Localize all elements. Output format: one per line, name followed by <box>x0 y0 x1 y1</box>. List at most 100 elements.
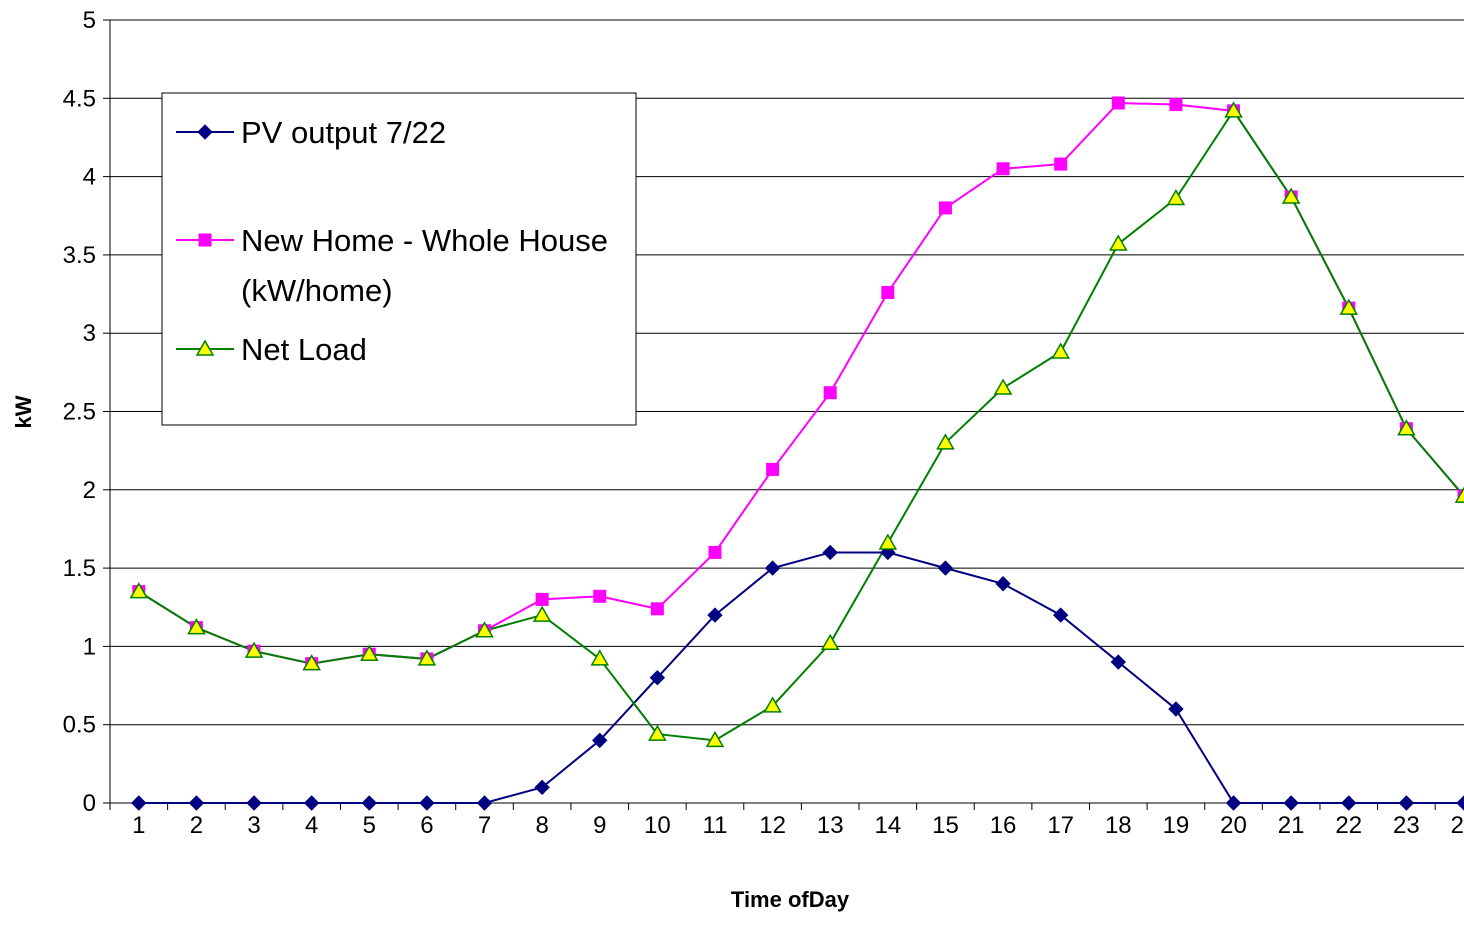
data-point-series-2 <box>359 644 379 661</box>
x-tick-label: 9 <box>593 812 606 839</box>
data-point-series-1 <box>650 602 664 616</box>
y-tick-label: 5 <box>83 7 96 34</box>
legend-marker-0 <box>197 124 213 140</box>
data-point-series-2 <box>475 621 494 638</box>
data-point-series-0 <box>534 779 550 796</box>
data-point-series-0 <box>707 607 723 623</box>
y-tick-label: 2 <box>83 477 96 504</box>
x-tick-label: 17 <box>1047 812 1074 839</box>
x-tick-label: 4 <box>305 812 318 839</box>
data-point-series-2 <box>705 730 725 748</box>
data-point-series-2 <box>302 654 321 671</box>
data-point-series-1 <box>1169 98 1183 112</box>
data-point-series-2 <box>993 378 1013 395</box>
x-tick-label: 16 <box>990 812 1017 839</box>
data-point-series-0 <box>303 795 320 811</box>
data-point-series-0 <box>1052 607 1069 623</box>
data-point-series-0 <box>1456 795 1464 811</box>
y-tick-label: 1.5 <box>63 555 96 582</box>
data-point-series-2 <box>417 649 437 666</box>
x-tick-label: 14 <box>874 812 901 839</box>
x-tick-label: 20 <box>1220 812 1247 839</box>
y-tick-label: 0 <box>83 790 96 817</box>
data-point-series-0 <box>937 560 954 576</box>
data-point-series-1 <box>766 462 780 476</box>
legend-label-0: PV output 7/22 <box>241 115 446 150</box>
data-point-series-2 <box>1397 419 1416 436</box>
data-point-series-0 <box>1398 795 1415 811</box>
data-point-series-2 <box>590 649 610 666</box>
data-point-series-0 <box>995 576 1011 592</box>
data-point-series-0 <box>592 732 608 749</box>
data-point-series-2 <box>1051 342 1070 359</box>
data-point-series-0 <box>1341 795 1357 811</box>
x-tick-label: 13 <box>817 812 844 839</box>
data-point-series-1 <box>708 545 722 559</box>
x-tick-label: 10 <box>644 812 671 839</box>
data-point-series-2 <box>763 696 782 713</box>
x-tick-label: 15 <box>932 812 959 839</box>
data-point-series-0 <box>419 795 435 811</box>
data-point-series-2 <box>1166 189 1186 206</box>
data-point-series-2 <box>1109 234 1128 251</box>
data-point-series-1 <box>938 201 952 215</box>
data-point-series-0 <box>131 795 147 811</box>
data-point-series-0 <box>361 795 377 811</box>
data-point-series-0 <box>649 670 666 686</box>
legend-label-1: New Home - Whole House <box>241 223 608 258</box>
data-point-series-2 <box>244 641 264 658</box>
legend: PV output 7/22 New Home - Whole House (kW/… <box>161 92 637 426</box>
x-tick-label: 5 <box>363 812 376 839</box>
data-point-series-2 <box>648 724 667 741</box>
x-tick-label: 21 <box>1278 812 1305 839</box>
series-line-2 <box>138 109 1464 742</box>
x-tick-label: 19 <box>1163 812 1190 839</box>
legend-label-1: (kW/home) <box>241 273 393 308</box>
data-point-series-1 <box>1111 96 1125 110</box>
x-tick-label: 2 <box>190 812 203 839</box>
x-tick-label: 6 <box>420 812 433 839</box>
y-tick-label: 1 <box>83 633 96 660</box>
x-tick-label: 1 <box>132 812 145 839</box>
data-point-series-0 <box>1225 795 1242 811</box>
data-point-series-1 <box>996 162 1010 176</box>
series-lines <box>138 101 1464 804</box>
data-point-series-0 <box>1168 701 1184 717</box>
data-point-series-2 <box>936 433 955 450</box>
y-tick-label: 4 <box>83 164 96 191</box>
axes: 00.511.522.533.544.551 2 3 4 5 6 7 8 9 10 11 12 13 14… <box>63 7 1464 839</box>
x-tick-label: 7 <box>478 812 491 839</box>
legend-marker-2 <box>195 339 215 356</box>
data-point-series-1 <box>1054 157 1068 171</box>
data-point-series-2 <box>1224 101 1243 118</box>
legend-box <box>161 92 637 426</box>
x-tick-label: 18 <box>1105 812 1132 839</box>
legend-marker-1 <box>198 233 212 247</box>
series-markers <box>129 96 1464 811</box>
data-point-series-0 <box>764 560 781 576</box>
y-axis-title: kW <box>11 395 36 428</box>
data-point-series-0 <box>188 795 205 811</box>
y-tick-label: 3.5 <box>63 242 96 269</box>
x-tick-label: 3 <box>247 812 260 839</box>
data-point-series-0 <box>822 544 838 561</box>
x-tick-label: 24 <box>1451 812 1464 839</box>
data-point-series-2 <box>1281 187 1301 204</box>
data-point-series-2 <box>187 618 206 635</box>
data-point-series-1 <box>823 386 837 400</box>
x-tick-label: 8 <box>535 812 548 839</box>
data-point-series-0 <box>1283 795 1299 811</box>
y-tick-label: 3 <box>83 320 96 347</box>
x-tick-label: 11 <box>703 812 728 839</box>
data-point-series-1 <box>535 592 549 606</box>
data-point-series-1 <box>593 589 607 603</box>
data-point-series-2 <box>820 633 840 651</box>
series-line-0 <box>138 551 1464 804</box>
data-point-series-2 <box>1454 486 1464 503</box>
y-tick-label: 4.5 <box>63 85 96 112</box>
x-tick-label: 12 <box>759 812 786 839</box>
y-tick-label: 0.5 <box>63 712 96 739</box>
data-point-series-0 <box>1110 654 1127 670</box>
